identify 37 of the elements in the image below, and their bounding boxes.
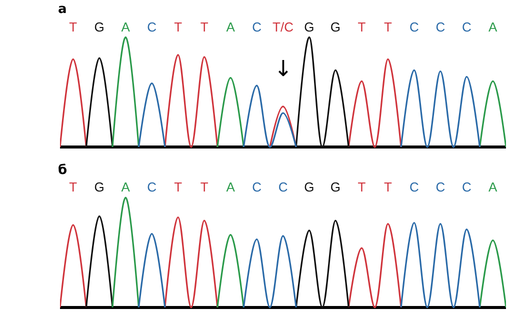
x-tick-label: T (358, 19, 366, 34)
x-tick-label: G (330, 180, 341, 195)
x-tick-label: C (147, 180, 157, 195)
chart-title: а (58, 2, 67, 17)
x-tick-label: T (384, 19, 392, 34)
x-tick-label: T (384, 180, 392, 195)
x-tick-label: C (462, 180, 472, 195)
x-tick-label: T (174, 19, 182, 34)
x-tick-label: T (200, 180, 208, 195)
x-tick-label: T/C (272, 19, 294, 34)
x-tick-label: C (409, 19, 419, 34)
x-tick-label: C (436, 19, 446, 34)
x-tick-label: A (226, 19, 236, 34)
x-tick-label: A (121, 19, 130, 34)
x-tick-label: T (200, 19, 208, 34)
x-tick-label: G (94, 19, 104, 34)
annotation: ↓ (274, 57, 292, 82)
x-tick-label: G (94, 180, 104, 195)
x-tick-label: A (226, 180, 236, 195)
x-tick-label: C (409, 180, 419, 195)
x-tick-label: G (304, 19, 314, 34)
x-tick-label: A (121, 180, 130, 195)
x-tick-label: T (69, 180, 78, 195)
x-tick-label: A (488, 19, 498, 34)
x-tick-label: A (488, 180, 498, 195)
chart-title: б (58, 163, 68, 178)
x-tick-label: C (252, 180, 262, 195)
x-tick-label: T (69, 19, 78, 34)
x-tick-label: C (278, 180, 288, 195)
x-tick-label: T (358, 180, 366, 195)
x-tick-label: C (436, 180, 446, 195)
x-tick-label: C (252, 19, 262, 34)
x-tick-label: G (304, 180, 314, 195)
x-tick-label: C (147, 19, 157, 34)
x-tick-label: G (330, 19, 341, 34)
x-tick-label: C (462, 19, 472, 34)
x-tick-label: T (174, 180, 182, 195)
